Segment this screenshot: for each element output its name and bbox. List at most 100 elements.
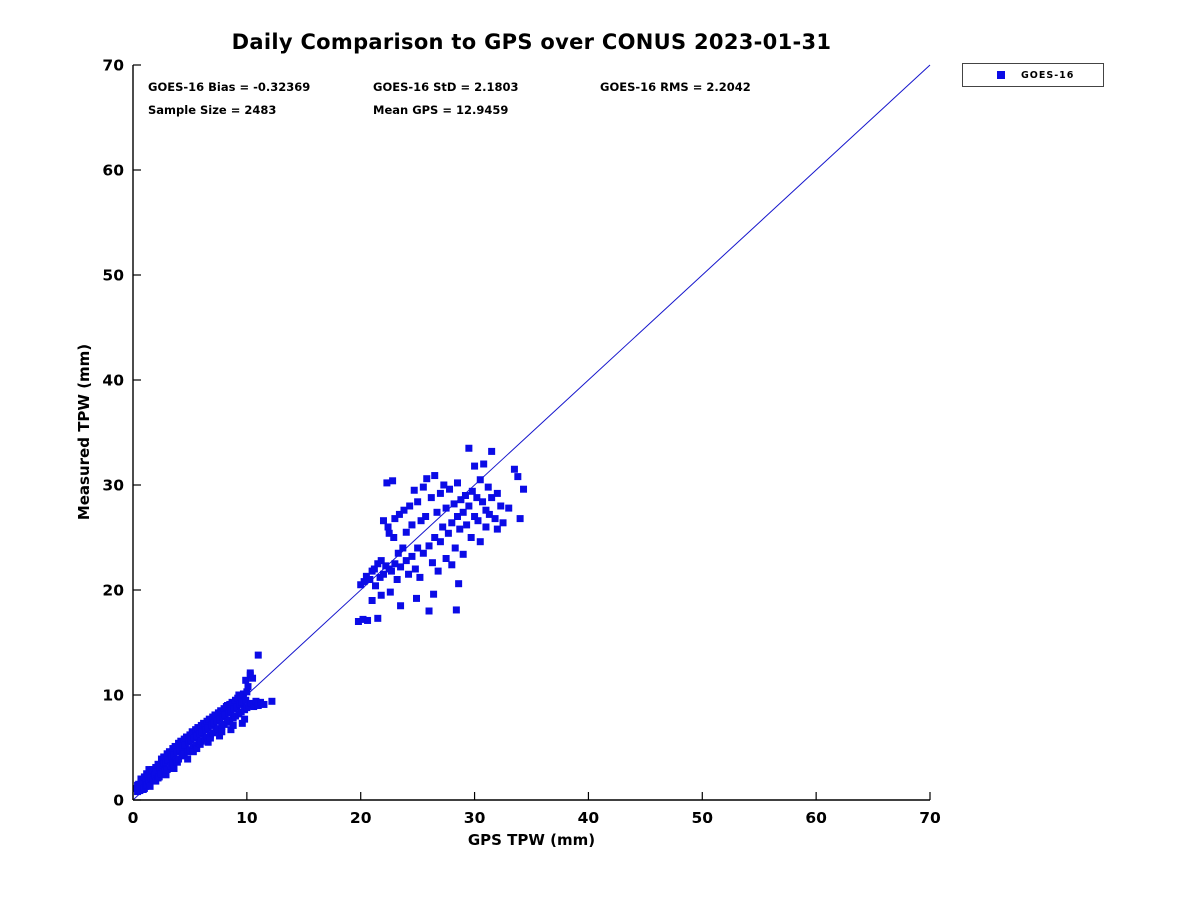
scatter-point (488, 494, 496, 502)
scatter-point (372, 582, 380, 590)
scatter-point (493, 489, 501, 497)
scatter-point (485, 510, 493, 518)
scatter-point (408, 521, 416, 529)
stat-bias: GOES-16 Bias = -0.32369 (148, 80, 311, 94)
scatter-point (268, 697, 276, 705)
scatter-point (505, 504, 513, 512)
scatter-point (244, 683, 252, 691)
scatter-point (442, 555, 450, 562)
scatter-point (497, 502, 505, 510)
scatter-point (465, 444, 473, 452)
scatter-point (387, 567, 395, 575)
scatter-point (484, 483, 492, 491)
scatter-point (419, 549, 427, 557)
chart-title: Daily Comparison to GPS over CONUS 2023-… (231, 30, 832, 54)
scatter-point (408, 552, 416, 560)
scatter-point (260, 700, 268, 708)
x-tick-label: 20 (350, 809, 372, 827)
scatter-point (425, 607, 433, 615)
scatter-point (514, 473, 522, 481)
scatter-point (252, 697, 260, 705)
stat-mean-gps: Mean GPS = 12.9459 (373, 103, 509, 117)
scatter-point (238, 719, 246, 727)
scatter-point (250, 703, 258, 711)
one-to-one-line (132, 64, 931, 801)
scatter-point (385, 529, 393, 537)
scatter-point (467, 534, 475, 541)
scatter-point (399, 544, 407, 552)
scatter-point (359, 615, 367, 623)
scatter-point (433, 508, 441, 516)
scatter-point (413, 594, 421, 602)
scatter-point (389, 477, 397, 485)
scatter-point (391, 515, 399, 523)
scatter-point (450, 500, 458, 508)
x-tick-label: 70 (919, 809, 941, 827)
scatter-point (461, 492, 469, 499)
scatter-point (229, 721, 237, 729)
scatter-point (414, 544, 422, 552)
scatter-point (451, 544, 459, 552)
scatter-point (406, 502, 414, 510)
scatter-point (390, 534, 398, 541)
scatter-point (414, 498, 422, 506)
scatter-point (243, 688, 251, 696)
scatter-point (436, 489, 444, 497)
scatter-point (419, 483, 427, 491)
scatter-point (383, 479, 391, 487)
scatter-point (366, 576, 374, 583)
scatter-point (480, 460, 488, 468)
scatter-point (162, 771, 170, 779)
scatter-point (246, 669, 254, 677)
scatter-point (425, 542, 433, 550)
scatter-point (386, 588, 394, 596)
scatter-point (428, 559, 436, 567)
scatter-point (146, 782, 154, 790)
scatter-point (493, 525, 501, 533)
scatter-point (170, 765, 178, 772)
scatter-point (471, 513, 479, 520)
scatter-point (520, 485, 528, 493)
scatter-point (206, 734, 214, 742)
scatter-point (391, 560, 399, 568)
x-tick-label: 40 (578, 809, 600, 827)
scatter-point (354, 618, 362, 625)
scatter-point (434, 567, 442, 575)
scatter-point (422, 513, 430, 520)
scatter-point (379, 517, 387, 525)
scatter-point (453, 479, 461, 487)
y-tick-label: 20 (102, 582, 124, 600)
scatter-point (402, 528, 410, 536)
y-tick-label: 70 (102, 57, 124, 75)
scatter-point (431, 534, 439, 541)
scatter-point (364, 616, 372, 624)
x-axis-label: GPS TPW (mm) (467, 831, 596, 849)
scatter-point (510, 465, 518, 473)
scatter-point (488, 447, 496, 455)
legend-box: GOES-16 (962, 63, 1104, 87)
scatter-point (431, 472, 439, 480)
scatter-point (452, 606, 460, 614)
scatter-point (249, 674, 257, 682)
y-tick-label: 40 (102, 372, 124, 390)
scatter-point (439, 523, 447, 531)
scatter-point (423, 475, 431, 483)
scatter-point (430, 590, 438, 598)
scatter-point (455, 580, 463, 588)
scatter-point (448, 561, 456, 569)
scatter-point (442, 504, 450, 512)
scatter-point (368, 597, 376, 604)
scatter-point (416, 573, 424, 581)
scatter-point (184, 755, 192, 763)
scatter-point (227, 726, 235, 734)
scatter-point (436, 538, 444, 546)
scatter-point (411, 565, 419, 573)
scatter-point (216, 732, 224, 740)
stat-rms: GOES-16 RMS = 2.2042 (600, 80, 751, 94)
scatter-point (405, 570, 413, 578)
scatter-point (402, 557, 410, 565)
legend-marker-square-icon (997, 71, 1005, 79)
scatter-point (482, 523, 490, 531)
scatter-point (397, 563, 405, 571)
